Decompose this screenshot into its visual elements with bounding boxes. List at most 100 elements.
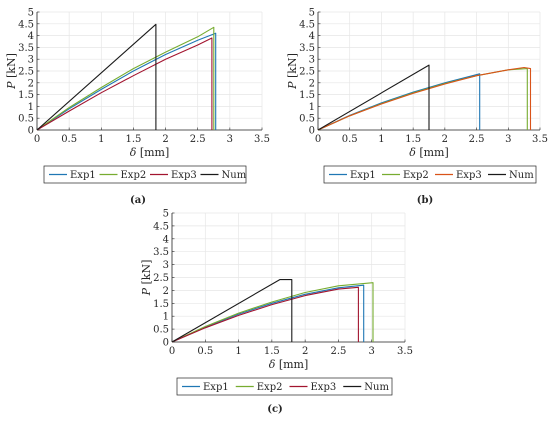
- y-tick-label: 5: [28, 8, 34, 19]
- x-axis-symbol: δ: [269, 358, 276, 371]
- legend-box: [323, 165, 537, 184]
- series-line-num: [171, 279, 293, 343]
- x-axis-unit: [mm]: [416, 146, 449, 159]
- y-tick-label: 4: [163, 234, 169, 245]
- x-tick-label: 0: [34, 134, 40, 145]
- x-tick-label: 1: [378, 134, 384, 145]
- x-tick-label: 2.5: [190, 134, 206, 145]
- y-tick-label: 0: [163, 338, 169, 349]
- y-tick-label: 1: [309, 102, 315, 113]
- x-tick-label: 0: [169, 346, 175, 357]
- y-axis-unit: [kN]: [286, 53, 299, 81]
- y-tick-label: 1.5: [18, 90, 34, 101]
- x-axis-symbol: δ: [409, 146, 416, 159]
- x-axis-label: δ [mm]: [409, 146, 449, 159]
- y-tick-label: 4: [28, 31, 34, 42]
- panel-label: (a): [130, 195, 146, 206]
- y-tick-label: 3: [309, 55, 315, 66]
- legend-label: Exp2: [121, 170, 147, 181]
- x-axis-label: δ [mm]: [269, 358, 309, 371]
- y-tick-label: 2: [163, 286, 169, 297]
- y-tick-label: 3.5: [299, 43, 315, 54]
- x-tick-label: 2.5: [469, 134, 485, 145]
- y-tick-label: 2: [309, 78, 315, 89]
- x-tick-label: 2.5: [330, 346, 346, 357]
- legend-label: Exp2: [257, 382, 283, 393]
- legend-label: Num: [509, 170, 534, 181]
- y-tick-label: 5: [163, 209, 169, 220]
- x-tick-label: 0: [315, 134, 321, 145]
- legend-label: Exp1: [350, 170, 376, 181]
- panel-label: (b): [417, 195, 433, 206]
- y-tick-label: 2.5: [18, 67, 34, 78]
- series-line-exp3: [36, 37, 213, 131]
- y-tick-label: 1.5: [299, 90, 315, 101]
- y-tick-label: 4: [309, 31, 315, 42]
- x-tick-label: 3.5: [532, 134, 548, 145]
- y-axis-unit: [kN]: [140, 260, 153, 288]
- y-tick-label: 5: [309, 8, 315, 19]
- y-tick-label: 1.5: [153, 299, 169, 310]
- y-axis-label: P [kN]: [5, 53, 18, 90]
- chart-panel-2: 0 0.5 1 1.5 2 2.5 3 3.500.511.522.533.544.55δ […: [140, 209, 413, 416]
- legend-label: Num: [364, 382, 389, 393]
- x-tick-label: 0.5: [61, 134, 77, 145]
- x-axis-symbol: δ: [130, 146, 137, 159]
- x-tick-label: 3: [505, 134, 511, 145]
- series-line-exp3: [171, 286, 359, 343]
- x-axis-label: δ [mm]: [130, 146, 170, 159]
- y-axis-symbol: P: [286, 81, 299, 90]
- y-tick-label: 3.5: [153, 247, 169, 258]
- y-tick-label: 4.5: [18, 19, 34, 30]
- y-tick-label: 4.5: [153, 221, 169, 232]
- y-axis-symbol: P: [5, 81, 18, 90]
- legend: Exp1 Exp2 Exp3 Num: [323, 165, 537, 184]
- chart-panel-1: 0 0.5 1 1.5 2 2.5 3 3.500.511.522.533.544.55δ […: [286, 8, 548, 207]
- x-tick-label: 1.5: [264, 346, 280, 357]
- y-tick-label: 0: [28, 126, 34, 137]
- x-tick-label: 1.5: [405, 134, 421, 145]
- legend-label: Exp3: [311, 382, 337, 393]
- y-tick-label: 1: [28, 102, 34, 113]
- y-axis-label: P [kN]: [140, 260, 153, 297]
- y-axis-symbol: P: [140, 287, 153, 296]
- x-tick-label: 2: [162, 134, 168, 145]
- y-tick-label: 0: [309, 126, 315, 137]
- x-tick-label: 3.5: [254, 134, 270, 145]
- legend-label: Exp3: [456, 170, 482, 181]
- y-tick-label: 0.5: [299, 114, 315, 125]
- x-tick-label: 3.5: [397, 346, 413, 357]
- legend-label: Num: [222, 170, 247, 181]
- x-tick-label: 1.5: [125, 134, 141, 145]
- series-line-num: [317, 64, 430, 131]
- series-line-exp1: [36, 32, 217, 131]
- x-axis-unit: [mm]: [275, 358, 308, 371]
- x-tick-label: 1: [235, 346, 241, 357]
- legend-label: Exp1: [70, 170, 96, 181]
- y-tick-label: 0.5: [18, 114, 34, 125]
- y-tick-label: 2.5: [153, 273, 169, 284]
- legend: Exp1 Exp2 Exp3 Num: [43, 165, 247, 184]
- y-tick-label: 0.5: [153, 325, 169, 336]
- x-tick-label: 3: [227, 134, 233, 145]
- series-line-num: [36, 23, 157, 131]
- chart-panel-0: 0 0.5 1 1.5 2 2.5 3 3.500.511.522.533.544.55δ […: [5, 8, 270, 207]
- y-tick-label: 2: [28, 78, 34, 89]
- x-tick-label: 3: [369, 346, 375, 357]
- y-tick-label: 1: [163, 312, 169, 323]
- y-tick-label: 4.5: [299, 19, 315, 30]
- x-tick-label: 2: [302, 346, 308, 357]
- x-tick-label: 0.5: [342, 134, 358, 145]
- x-axis-unit: [mm]: [136, 146, 169, 159]
- legend-box: [176, 377, 393, 396]
- y-tick-label: 3.5: [18, 43, 34, 54]
- y-axis-label: P [kN]: [286, 53, 299, 90]
- y-tick-label: 3: [28, 55, 34, 66]
- legend-label: Exp3: [171, 170, 197, 181]
- y-tick-label: 2.5: [299, 67, 315, 78]
- series-line-exp2: [171, 282, 374, 343]
- y-axis-unit: [kN]: [5, 53, 18, 81]
- legend-label: Exp1: [203, 382, 229, 393]
- x-tick-label: 1: [98, 134, 104, 145]
